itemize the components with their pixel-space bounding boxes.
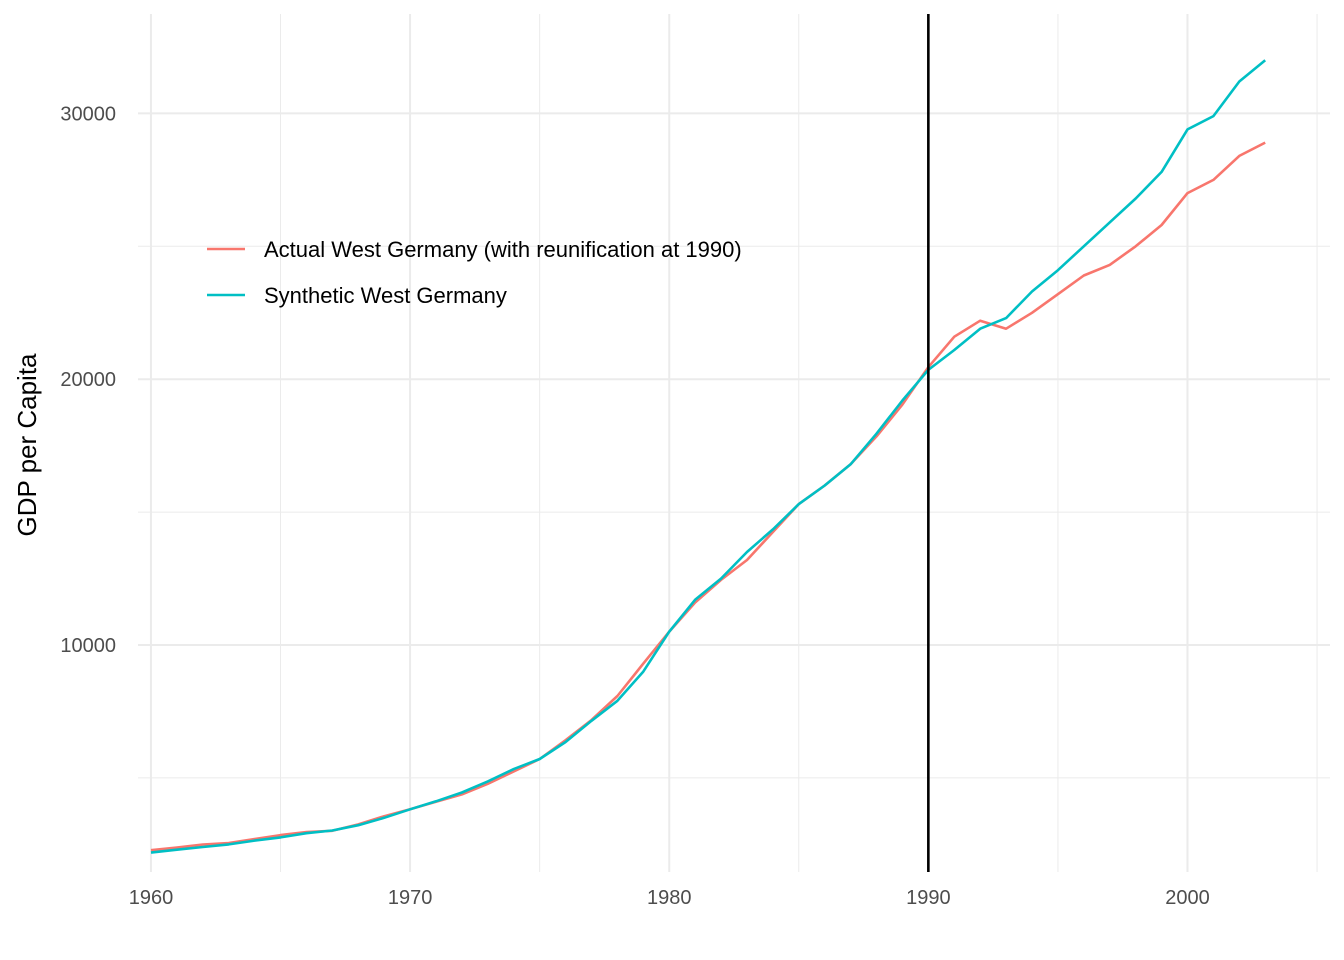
x-tick-label: 1960 [129,887,174,909]
y-tick-label: 10000 [60,635,116,657]
legend: Actual West Germany (with reunification … [207,237,742,308]
x-axis-tick-labels: 1960 1970 1980 1990 2000 [129,887,1210,909]
x-tick-label: 1990 [906,887,951,909]
x-tick-label: 2000 [1165,887,1210,909]
legend-label-actual: Actual West Germany (with reunification … [264,237,742,262]
y-tick-label: 20000 [60,369,116,391]
minor-gridlines [138,14,1330,872]
legend-label-synthetic: Synthetic West Germany [264,283,507,308]
major-gridlines [138,14,1330,872]
x-tick-label: 1970 [388,887,433,909]
series-lines [150,59,1267,854]
series-line-synthetic [150,59,1267,854]
y-axis-tick-labels: 10000 20000 30000 [60,103,116,657]
y-axis-title: GDP per Capita [12,353,42,537]
x-tick-label: 1980 [647,887,692,909]
y-tick-label: 30000 [60,103,116,125]
